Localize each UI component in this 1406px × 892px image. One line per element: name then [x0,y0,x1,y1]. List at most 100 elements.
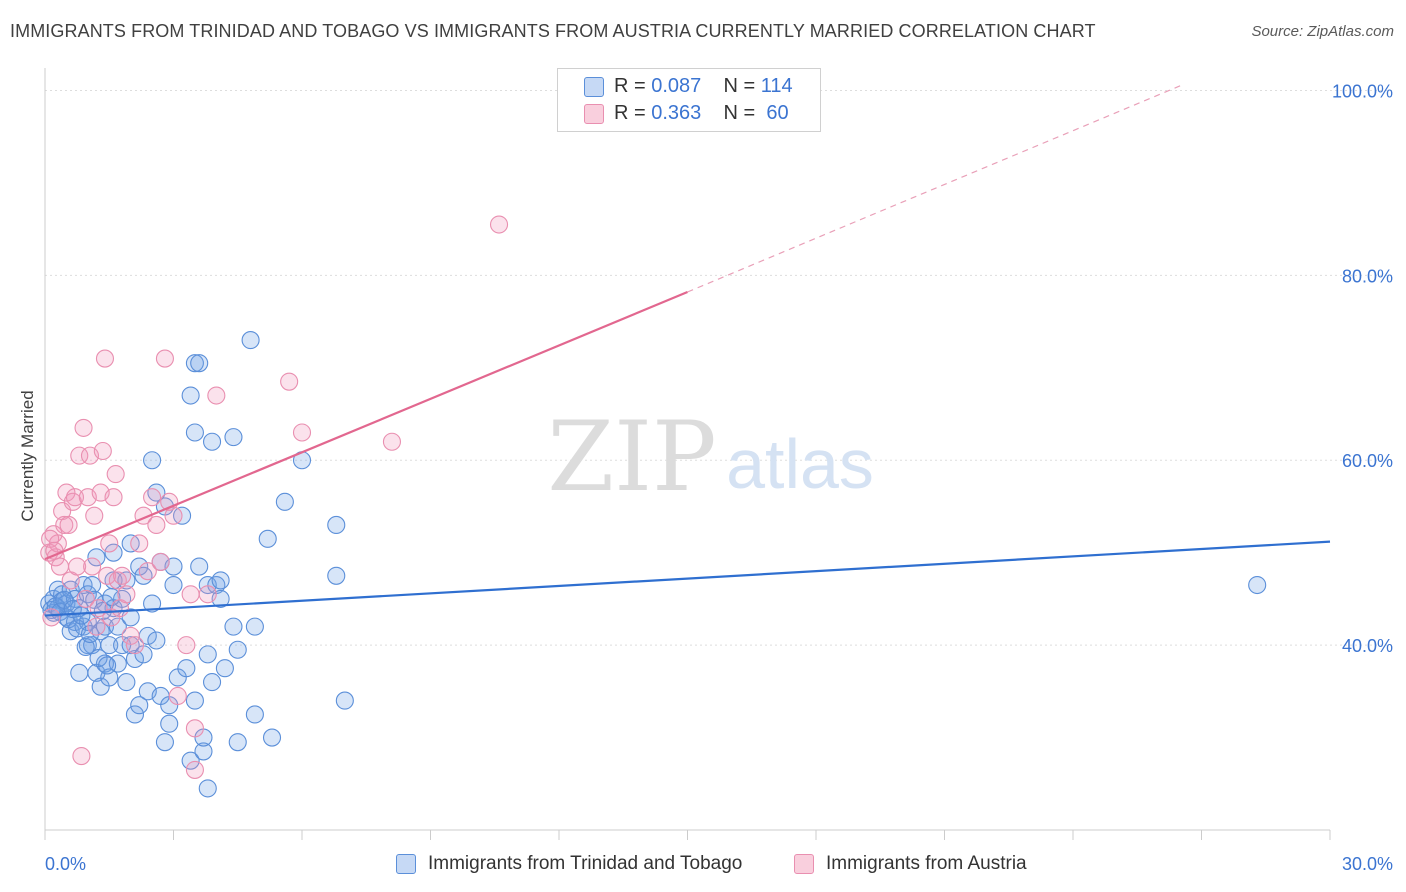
x-tick-label: 0.0% [45,854,86,874]
point-trinidad [100,636,119,655]
trend-extension-austria [687,85,1181,293]
legend-label-austria: Immigrants from Austria [826,853,1027,874]
r-label: R = [614,74,646,97]
point-trinidad [241,331,260,350]
tick-labels: 40.0% 60.0% 80.0% 100.0% 0.0% 30.0% [45,81,1393,874]
point-austria [57,483,76,502]
point-austria [130,534,149,553]
point-austria [83,557,102,576]
point-austria [104,488,123,507]
y-tick-label: 40.0% [1342,636,1393,656]
point-austria [59,515,78,535]
point-austria [50,557,70,576]
point-austria [138,562,157,581]
point-austria [65,488,85,507]
trend-line-austria [44,290,688,561]
point-trinidad [185,423,204,442]
point-trinidad [104,543,123,562]
point-austria [185,760,204,779]
point-trinidad [155,733,174,752]
point-austria [382,432,402,451]
point-trinidad [164,575,183,595]
point-trinidad [245,617,264,636]
chart-title: IMMIGRANTS FROM TRINIDAD AND TOBAGO VS I… [10,21,1096,41]
point-trinidad [121,636,140,655]
point-trinidad [143,594,162,613]
point-trinidad [245,705,264,724]
legend-item-austria[interactable]: Immigrants from Austria [794,852,1027,876]
stats-row-trinidad: R = 0.087 N = 114 [584,73,793,99]
point-austria [292,423,312,442]
point-austria [155,349,174,368]
point-austria [87,617,106,636]
point-austria [74,418,93,437]
y-tick-label: 100.0% [1332,81,1393,101]
r-label: R = [614,101,646,124]
point-trinidad [228,733,247,752]
point-trinidad [198,779,217,798]
point-trinidad [224,617,243,636]
stats-row-austria: R = 0.363 N = 60 [584,100,789,126]
legend-swatch-austria [794,854,814,874]
y-tick-label: 80.0% [1342,266,1393,286]
point-austria [113,566,132,585]
point-austria [72,746,91,766]
point-trinidad [98,656,117,675]
legend-item-trinidad[interactable]: Immigrants from Trinidad and Tobago [396,852,742,876]
point-austria [177,636,196,655]
watermark-zip: ZIP [547,401,716,513]
axes [44,68,1331,840]
point-austria [68,557,87,576]
point-trinidad [275,492,294,511]
point-trinidad [181,751,200,770]
point-trinidad [185,354,204,373]
point-trinidad [185,691,204,710]
point-austria [106,465,125,484]
point-trinidad [224,428,243,447]
point-austria [198,585,217,604]
point-trinidad [130,696,149,715]
trend-lines [44,85,1331,617]
point-austria [207,386,226,405]
legend-label-trinidad: Immigrants from Trinidad and Tobago [428,853,743,874]
point-trinidad [125,649,144,669]
point-austria [55,515,74,535]
point-trinidad [327,515,346,535]
point-trinidad [228,640,247,659]
gridlines [45,89,1392,646]
point-trinidad [177,659,196,678]
point-trinidad [262,728,282,747]
point-austria [70,446,89,465]
point-trinidad [327,566,346,585]
n-label: N = [723,74,756,97]
point-trinidad [203,432,222,451]
point-trinidad [335,691,354,710]
point-trinidad [1248,575,1267,595]
stats-swatch-trinidad [584,77,604,97]
point-austria [42,608,61,627]
point-trinidad [215,659,234,678]
point-trinidad [198,645,217,664]
point-trinidad [108,617,127,636]
point-austria [185,719,204,738]
stats-swatch-austria [584,104,604,124]
point-trinidad [117,673,136,692]
point-trinidad [203,673,222,692]
data-points [40,215,1267,798]
y-tick-label: 60.0% [1342,451,1393,471]
point-trinidad [160,714,179,733]
point-austria [76,589,95,608]
point-trinidad [181,386,200,405]
point-trinidad [80,624,100,644]
point-trinidad [190,354,209,373]
r-value-austria: 0.363 [651,101,702,124]
point-austria [121,626,140,645]
r-value-trinidad: 0.087 [651,74,702,97]
point-austria [117,585,136,604]
point-austria [93,441,112,461]
point-trinidad [190,557,209,576]
point-trinidad [70,663,89,682]
point-austria [164,506,183,525]
point-trinidad [125,705,144,724]
